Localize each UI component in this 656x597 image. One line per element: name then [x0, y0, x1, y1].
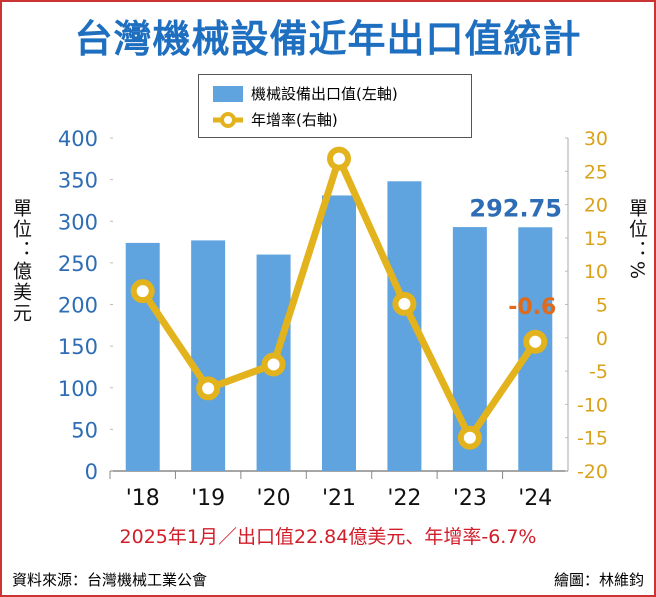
legend-item-bar: 機械設備出口值(左軸) [213, 83, 398, 104]
right-tick-label: -20 [577, 461, 608, 483]
right-tick-label: 20 [584, 195, 608, 217]
line-value-label: -0.6 [508, 295, 556, 320]
x-tick-label: '22 [387, 486, 421, 511]
x-tick-label: '19 [191, 486, 225, 511]
x-tick-label: '21 [322, 486, 356, 511]
x-tick-label: '18 [126, 486, 160, 511]
left-tick-label: 200 [58, 294, 98, 318]
right-tick-label: 0 [596, 328, 608, 350]
growth-point [457, 425, 482, 450]
growth-point [392, 291, 417, 316]
credit: 繪圖：林維鈞 [553, 571, 644, 589]
bar-value-label: 292.75 [469, 194, 562, 222]
left-tick-label: 400 [58, 127, 98, 151]
growth-point [196, 376, 221, 401]
left-tick-label: 300 [58, 210, 98, 234]
x-tick-label: '24 [518, 486, 552, 511]
right-tick-label: 25 [584, 161, 608, 183]
legend: 機械設備出口值(左軸) 年增率(右軸) [198, 74, 472, 138]
right-tick-label: 5 [596, 295, 608, 317]
right-tick-label: -10 [577, 394, 608, 416]
left-tick-label: 50 [71, 418, 98, 442]
left-tick-label: 100 [58, 377, 98, 401]
footnote: 2025年1月／出口值22.84億美元、年增率-6.7% [119, 526, 537, 548]
x-tick-label: '23 [453, 486, 487, 511]
bar [125, 242, 160, 471]
plot-area: 0 50 100 150 200 250 300 350 400 -20 -15 -10 -5 0 5 10 1… [58, 127, 608, 511]
right-tick-label: 10 [584, 261, 608, 283]
bar [322, 195, 356, 471]
legend-line-label: 年增率(右軸) [251, 111, 338, 129]
right-tick-label: 30 [584, 128, 608, 150]
left-tick-label: 150 [58, 335, 98, 359]
left-tick-label: 0 [85, 460, 98, 484]
growth-point [523, 329, 548, 354]
left-tick-label: 350 [58, 169, 98, 193]
legend-bar-swatch [213, 85, 243, 102]
growth-point [130, 279, 155, 304]
right-axis-label: 單位：% [626, 198, 648, 282]
legend-item-line: 年增率(右軸) [213, 109, 338, 130]
chart-title: 台灣機械設備近年出口值統計 [74, 17, 582, 61]
source: 資料來源：台灣機械工業公會 [12, 571, 208, 589]
right-tick-label: 15 [584, 228, 608, 250]
bar [191, 240, 226, 471]
growth-point [327, 146, 351, 171]
left-axis-label: 單位：億美元 [10, 198, 32, 324]
legend-line-swatch [213, 111, 243, 128]
right-tick-label: -15 [577, 428, 608, 450]
left-tick-label: 250 [58, 252, 98, 276]
right-tick-label: -5 [589, 361, 608, 383]
x-tick-label: '20 [257, 486, 291, 511]
legend-bar-label: 機械設備出口值(左軸) [251, 85, 398, 103]
growth-point [261, 352, 286, 377]
